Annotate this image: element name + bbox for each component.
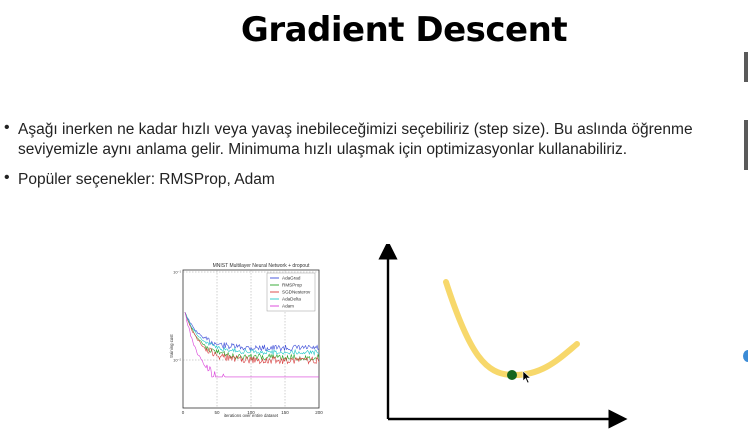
bullet-list: • Aşağı inerken ne kadar hızlı veya yava… <box>4 120 748 200</box>
series-line-adam <box>184 312 319 378</box>
bullet-text: Popüler seçenekler: RMSProp, Adam <box>18 171 275 188</box>
legend-label: AdaGrad <box>282 276 301 281</box>
x-tick-label: 100 <box>247 410 255 415</box>
mouse-cursor-icon <box>522 370 532 384</box>
legend-label: RMSProp <box>282 283 302 288</box>
chart-title: MNIST Multilayer Neural Network + dropou… <box>213 263 310 269</box>
bullet-dot-icon: • <box>4 119 10 136</box>
bullet-item: • Aşağı inerken ne kadar hızlı veya yava… <box>4 120 748 160</box>
y-tick-label: 10⁻¹ <box>173 270 182 275</box>
y-axis-label: training cost <box>169 334 174 358</box>
slide-title: Gradient Descent <box>240 10 568 50</box>
y-tick-label: 10⁻² <box>173 358 182 363</box>
loss-curve <box>443 279 580 379</box>
x-tick-label: 0 <box>182 410 185 415</box>
x-tick-label: 200 <box>315 410 323 415</box>
edge-mark <box>744 52 748 82</box>
x-axis-label: iterations over entire dataset <box>224 413 279 418</box>
legend-label: SGDNesterov <box>282 290 311 295</box>
loss-curve-diagram <box>378 244 628 429</box>
series-line-rmsprop <box>184 312 320 362</box>
legend-label: Adam <box>282 304 294 309</box>
chart-legend: AdaGrad RMSProp SGDNesterov AdaDelta Adam <box>266 272 316 312</box>
bullet-item: • Popüler seçenekler: RMSProp, Adam <box>4 170 748 190</box>
series-line-adadelta <box>184 312 320 356</box>
optimizer-comparison-chart: MNIST Multilayer Neural Network + dropou… <box>169 263 324 418</box>
x-tick-label: 50 <box>214 410 220 415</box>
bullet-dot-icon: • <box>4 169 10 186</box>
y-tick-labels: 10⁻¹ 10⁻² <box>173 270 182 363</box>
blue-dot-icon <box>743 350 748 362</box>
current-point <box>507 370 517 380</box>
legend-label: AdaDelta <box>282 297 301 302</box>
chart-series <box>184 312 320 378</box>
chart-grid <box>183 270 319 408</box>
x-tick-labels: 0 50 100 150 200 <box>182 410 324 415</box>
series-line-adagrad <box>184 312 320 352</box>
bullet-text: Aşağı inerken ne kadar hızlı veya yavaş … <box>18 121 693 158</box>
series-line-sgdnesterov <box>184 312 320 365</box>
x-tick-label: 150 <box>281 410 289 415</box>
edge-mark <box>744 120 748 170</box>
